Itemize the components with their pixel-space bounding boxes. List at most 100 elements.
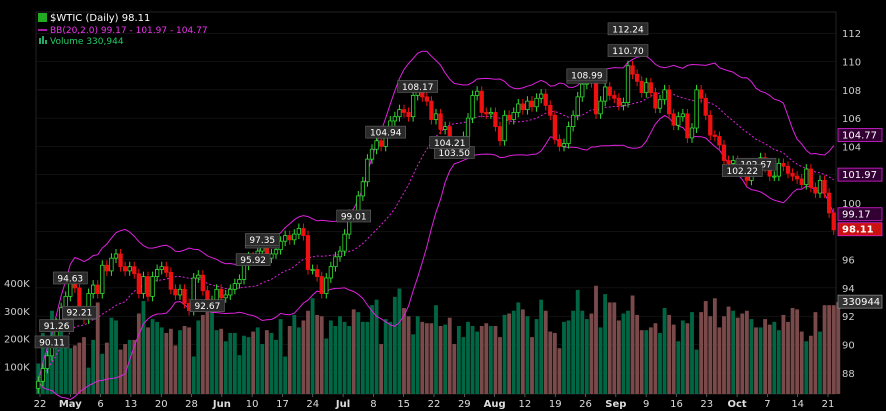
volume-bar — [479, 326, 484, 394]
candle-body — [557, 138, 562, 147]
annotation-box — [244, 233, 280, 246]
volume-tick-label: 100K — [4, 362, 30, 373]
volume-bar — [118, 349, 123, 394]
annotation-label: 104.94 — [370, 129, 402, 139]
candle-body — [310, 269, 315, 271]
volume-bar — [77, 342, 82, 394]
volume-bar — [283, 356, 288, 394]
candle-body — [795, 175, 800, 180]
candle-body — [689, 127, 695, 139]
annotation-box — [607, 44, 649, 57]
annotation-label: 90.11 — [39, 338, 65, 348]
candle-body — [113, 253, 119, 259]
candle-body — [429, 100, 434, 120]
candle-body — [571, 114, 576, 127]
volume-bar — [415, 316, 420, 394]
volume-bar — [703, 301, 708, 394]
volume-bar — [708, 316, 713, 394]
volume-bar — [310, 298, 315, 394]
candle-body — [561, 143, 567, 147]
volume-bar — [502, 314, 507, 394]
volume-bar — [306, 310, 310, 394]
volume-bar — [488, 326, 493, 394]
x-tick-label: 26 — [579, 399, 592, 410]
candle-body — [141, 276, 146, 294]
candle-body — [639, 80, 644, 94]
candle-body — [159, 266, 164, 270]
annotation-box — [607, 22, 649, 36]
candle-body — [694, 89, 699, 129]
volume-bar — [644, 330, 649, 394]
volume-bar — [562, 321, 566, 394]
candle-body — [123, 266, 128, 272]
right-value-box — [837, 294, 883, 309]
volume-bar — [630, 295, 635, 394]
volume-bar — [772, 321, 777, 394]
candle-body — [177, 288, 183, 296]
volume-bar — [292, 314, 297, 394]
volume-bar — [191, 356, 196, 394]
candle-body — [132, 266, 137, 275]
volume-bar — [836, 302, 841, 394]
candle-body — [488, 112, 493, 115]
annotation-box — [365, 125, 407, 139]
volume-bar — [438, 326, 443, 394]
candle-body — [411, 95, 416, 118]
volume-bar — [205, 303, 210, 394]
annotation-label: 103.50 — [439, 149, 471, 159]
volume-bar — [383, 319, 388, 394]
x-tick-label: 10 — [246, 399, 259, 410]
candle-body — [374, 140, 379, 150]
volume-bar — [424, 323, 429, 394]
volume-bar — [82, 337, 86, 394]
volume-bar — [580, 310, 585, 394]
volume-bar — [690, 312, 694, 394]
volume-bar — [831, 305, 836, 394]
annotation-box — [39, 319, 74, 332]
volume-bar — [648, 327, 653, 394]
volume-bar — [72, 345, 77, 394]
volume-bar — [740, 313, 745, 394]
right-value-label: 330944 — [842, 297, 880, 308]
volume-bar — [420, 321, 425, 394]
volume-bar — [411, 334, 416, 394]
candle-body — [283, 235, 288, 242]
candle-body — [214, 288, 219, 302]
candle-body — [804, 168, 809, 186]
candle-body — [703, 97, 708, 116]
volume-bar — [520, 309, 525, 394]
candle-body — [630, 65, 635, 75]
candle-body — [241, 264, 247, 280]
volume-bar — [667, 314, 672, 394]
candle-body — [644, 82, 649, 94]
candle-body — [392, 116, 397, 122]
candle-body — [552, 114, 557, 140]
volume-bar — [68, 348, 73, 394]
annotation-label: 92.67 — [195, 302, 221, 312]
candle-body — [319, 276, 324, 294]
volume-bar — [360, 321, 365, 394]
x-tick-label: Aug — [484, 399, 506, 410]
right-value-label: 104.77 — [842, 131, 877, 142]
annotation-box — [190, 299, 225, 313]
volume-bar — [370, 305, 374, 394]
volume-bar — [804, 341, 809, 394]
volume-bar — [347, 326, 352, 394]
volume-bar — [552, 332, 557, 394]
x-tick-label: 6 — [97, 399, 103, 410]
candle-body — [511, 112, 516, 120]
volume-bar — [429, 323, 434, 394]
candle-body — [822, 179, 827, 194]
volume-bar — [365, 321, 370, 394]
x-tick-label: 14 — [791, 399, 804, 410]
x-tick-label: 19 — [549, 399, 562, 410]
volume-bar — [136, 313, 141, 394]
volume-bar — [543, 310, 548, 394]
volume-bar — [685, 323, 690, 394]
volume-bar — [722, 316, 726, 394]
volume-bar — [484, 323, 489, 394]
volume-bar — [342, 321, 347, 394]
candle-body — [397, 109, 402, 118]
candle-body — [708, 114, 713, 136]
volume-bar — [100, 353, 105, 394]
